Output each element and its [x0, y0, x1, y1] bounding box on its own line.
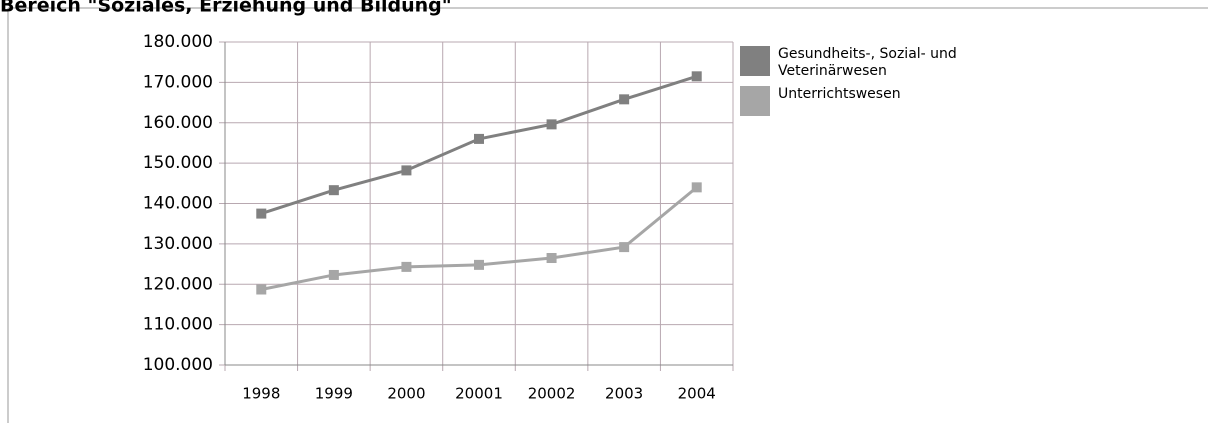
x-tick-label: 20001	[455, 385, 503, 403]
point-marker	[546, 119, 557, 130]
x-tick-label: 2000	[387, 385, 425, 403]
point-marker	[619, 94, 630, 105]
point-marker	[474, 133, 484, 144]
series-line	[260, 74, 698, 216]
point-marker	[401, 261, 412, 272]
point-marker	[328, 185, 339, 196]
y-tick-label: 100.000	[143, 355, 213, 375]
x-tick-label: 20002	[528, 385, 576, 403]
point-marker	[401, 165, 412, 176]
legend-label: Gesundheits-, Sozial- und Veterinärwesen	[778, 46, 957, 79]
y-tick-label: 110.000	[143, 315, 213, 335]
point-marker	[474, 259, 484, 270]
legend-swatch	[740, 86, 770, 116]
legend-item: Unterrichtswesen	[740, 86, 1070, 116]
x-tick-label: 1999	[315, 385, 353, 403]
legend: Gesundheits-, Sozial- und Veterinärwesen…	[740, 46, 1070, 122]
series-line	[260, 186, 698, 291]
chart-title: Bereich "Soziales, Erziehung und Bildung…	[0, 0, 452, 17]
point-marker	[691, 182, 702, 193]
y-tick-label: 130.000	[143, 234, 213, 254]
y-tick-label: 160.000	[143, 113, 213, 133]
legend-swatch	[740, 46, 770, 76]
x-tick-label: 2004	[678, 385, 716, 403]
point-marker	[328, 269, 339, 280]
x-tick-label: 1998	[242, 385, 280, 403]
point-marker	[546, 253, 557, 264]
y-tick-label: 140.000	[143, 194, 213, 214]
x-tick-label: 2003	[605, 385, 643, 403]
y-tick-label: 170.000	[143, 72, 213, 92]
legend-item: Gesundheits-, Sozial- und Veterinärwesen	[740, 46, 1070, 80]
point-marker	[619, 242, 630, 253]
point-marker	[256, 284, 267, 295]
y-tick-label: 120.000	[143, 274, 213, 294]
point-marker	[256, 208, 267, 219]
y-tick-label: 180.000	[143, 32, 213, 52]
legend-label: Unterrichtswesen	[778, 86, 901, 102]
point-marker	[691, 71, 702, 82]
y-tick-label: 150.000	[143, 153, 213, 173]
